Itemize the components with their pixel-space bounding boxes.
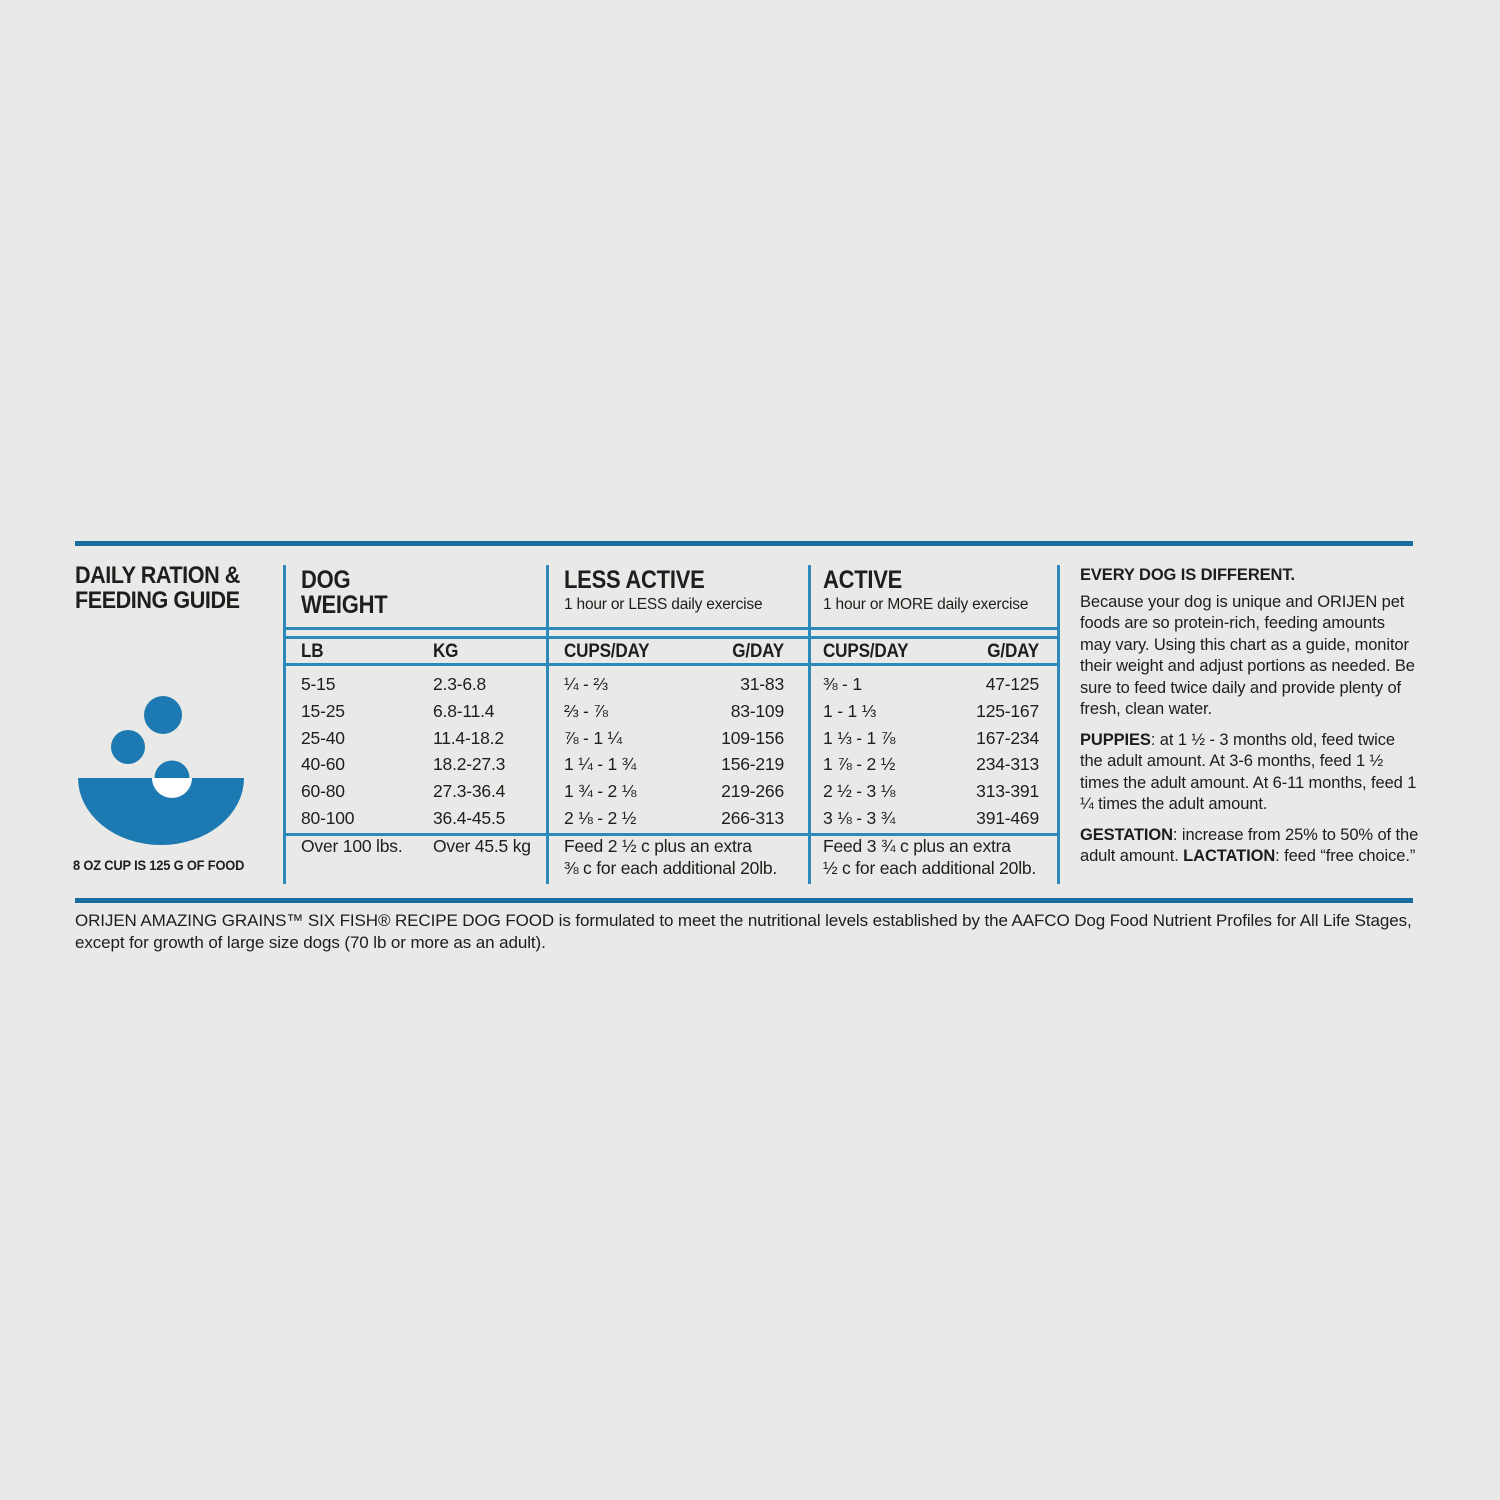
cell-cups-less-active: ¼ - ⅔ (564, 674, 608, 694)
column-group-less-active: LESS ACTIVE 1 hour or LESS daily exercis… (564, 566, 763, 613)
table-row: 80-100 36.4-45.5 2 ⅛ - 2 ½ 266-313 3 ⅛ -… (283, 805, 1060, 832)
bottom-divider-rule (75, 898, 1413, 903)
cell-g-active: 47-125 (985, 674, 1039, 694)
section-title: DAILY RATION & FEEDING GUIDE (75, 562, 240, 614)
cell-lb: 80-100 (301, 808, 355, 828)
overflow-active: Feed 3 ¾ c plus an extra ½ c for each ad… (823, 836, 1036, 879)
aafco-statement: ORIJEN AMAZING GRAINS™ SIX FISH® RECIPE … (75, 911, 1412, 952)
section-title-line2: FEEDING GUIDE (75, 586, 240, 614)
bowl-shape (78, 778, 244, 845)
cell-cups-less-active: 2 ⅛ - 2 ½ (564, 808, 637, 828)
active-header: ACTIVE (823, 566, 903, 594)
cell-kg: 27.3-36.4 (433, 781, 506, 802)
cell-g-active: 391-469 (976, 808, 1039, 828)
col-header-cups-less-active: CUPS/DAY (564, 641, 650, 662)
feeding-table: DOG WEIGHT LESS ACTIVE 1 hour or LESS da… (283, 565, 1060, 884)
cell-kg: 11.4-18.2 (433, 727, 504, 748)
cell-cups-active: 1 ⅞ - 2 ½ (823, 754, 896, 775)
table-hline (283, 833, 1060, 836)
col-header-cups-active: CUPS/DAY (823, 641, 909, 662)
lactation-label: LACTATION (1183, 847, 1276, 866)
table-row: 25-40 11.4-18.2 ⅞ - 1 ¼ 109-156 1 ⅓ - 1 … (283, 725, 1060, 752)
cell-cups-less-active: ⅔ - ⅞ (564, 700, 608, 721)
overflow-lb: Over 100 lbs. (301, 836, 403, 856)
table-vline (283, 565, 286, 884)
overflow-less-active: Feed 2 ½ c plus an extra ⅜ c for each ad… (564, 836, 777, 879)
overflow-less-active-line2: ⅜ c for each additional 20lb. (564, 857, 778, 878)
kibble-bowl-icon (78, 696, 244, 845)
col-header-kg: KG (433, 641, 459, 662)
table-hline (283, 636, 1060, 639)
cell-cups-active: 1 - 1 ⅓ (823, 700, 877, 721)
cell-lb: 5-15 (301, 674, 336, 694)
table-vline (808, 565, 811, 884)
col-header-lb: LB (301, 641, 324, 662)
overflow-less-active-line1: Feed 2 ½ c plus an extra (564, 836, 752, 856)
table-row: 15-25 6.8-11.4 ⅔ - ⅞ 83-109 1 - 1 ⅓ 125-… (283, 698, 1060, 725)
col-header-g-less-active: G/DAY (732, 641, 784, 662)
kibble-piece (111, 730, 145, 764)
cell-g-active: 234-313 (976, 754, 1039, 775)
bowl-notch (152, 778, 192, 798)
cell-lb: 60-80 (301, 781, 345, 802)
cell-cups-less-active: ⅞ - 1 ¼ (564, 727, 622, 748)
cell-g-less-active: 83-109 (730, 700, 784, 721)
cell-g-less-active: 109-156 (721, 727, 784, 748)
notes-heading: EVERY DOG IS DIFFERENT. (1080, 566, 1295, 584)
column-group-weight: DOG WEIGHT (301, 568, 399, 618)
lactation-text: : feed “free choice.” (1275, 847, 1416, 866)
cell-cups-less-active: 1 ¼ - 1 ¾ (564, 754, 637, 775)
weight-header-line1: DOG (301, 566, 351, 594)
table-hline (283, 663, 1060, 666)
column-group-active: ACTIVE 1 hour or MORE daily exercise (823, 568, 1028, 613)
cell-g-less-active: 31-83 (740, 674, 784, 694)
table-vline (1057, 565, 1060, 884)
gestation-label: GESTATION (1080, 826, 1173, 845)
notes-puppies: PUPPIES: at 1 ½ - 3 months old, feed twi… (1080, 730, 1420, 816)
gestation-text: : increase from 25% to 50% of the adult … (1080, 826, 1419, 866)
cell-lb: 25-40 (301, 727, 345, 748)
table-hline (283, 627, 1060, 630)
table-row: 5-15 2.3-6.8 ¼ - ⅔ 31-83 ⅜ - 1 47-125 (283, 671, 1060, 698)
puppies-label: PUPPIES (1080, 730, 1151, 749)
weight-header-line2: WEIGHT (301, 591, 388, 619)
table-row: 60-80 27.3-36.4 1 ¾ - 2 ⅛ 219-266 2 ½ - … (283, 778, 1060, 805)
cup-measure-note: 8 OZ CUP IS 125 G OF FOOD (73, 857, 245, 873)
cell-g-less-active: 266-313 (721, 808, 784, 828)
overflow-active-line1: Feed 3 ¾ c plus an extra (823, 836, 1011, 856)
less-active-header: LESS ACTIVE (564, 566, 705, 594)
cell-g-active: 313-391 (976, 781, 1039, 802)
section-title-line1: DAILY RATION & (75, 562, 240, 589)
cell-kg: 2.3-6.8 (433, 674, 487, 694)
cell-lb: 40-60 (301, 754, 345, 775)
table-vline (546, 565, 549, 884)
notes-intro: Because your dog is unique and ORIJEN pe… (1080, 593, 1415, 719)
cell-lb: 15-25 (301, 700, 345, 721)
cell-cups-active: 1 ⅓ - 1 ⅞ (823, 727, 896, 748)
cell-g-less-active: 219-266 (721, 781, 784, 802)
col-header-g-active: G/DAY (987, 641, 1039, 662)
less-active-subtitle: 1 hour or LESS daily exercise (564, 596, 763, 613)
cell-cups-active: ⅜ - 1 (823, 674, 862, 694)
cell-kg: 18.2-27.3 (433, 754, 506, 775)
table-row: 40-60 18.2-27.3 1 ¼ - 1 ¾ 156-219 1 ⅞ - … (283, 751, 1060, 778)
cell-cups-active: 2 ½ - 3 ⅛ (823, 781, 896, 802)
kibble-piece (144, 696, 182, 734)
overflow-kg: Over 45.5 kg (433, 836, 531, 856)
feeding-notes: EVERY DOG IS DIFFERENT. Because your dog… (1080, 566, 1420, 877)
puppies-text: : at 1 ½ - 3 months old, feed twice the … (1080, 730, 1417, 814)
cell-cups-active: 3 ⅛ - 3 ¾ (823, 808, 896, 828)
overflow-active-line2: ½ c for each additional 20lb. (823, 857, 1037, 878)
cell-g-active: 125-167 (976, 700, 1039, 721)
active-subtitle: 1 hour or MORE daily exercise (823, 596, 1029, 613)
notes-gestation-lactation: GESTATION: increase from 25% to 50% of t… (1080, 825, 1420, 868)
cell-cups-less-active: 1 ¾ - 2 ⅛ (564, 781, 637, 802)
kibble-piece-half (154, 760, 190, 778)
cell-g-less-active: 156-219 (721, 754, 784, 775)
cell-g-active: 167-234 (976, 727, 1039, 748)
top-divider-rule (75, 541, 1413, 546)
cell-kg: 36.4-45.5 (433, 808, 506, 828)
cell-kg: 6.8-11.4 (433, 700, 495, 721)
